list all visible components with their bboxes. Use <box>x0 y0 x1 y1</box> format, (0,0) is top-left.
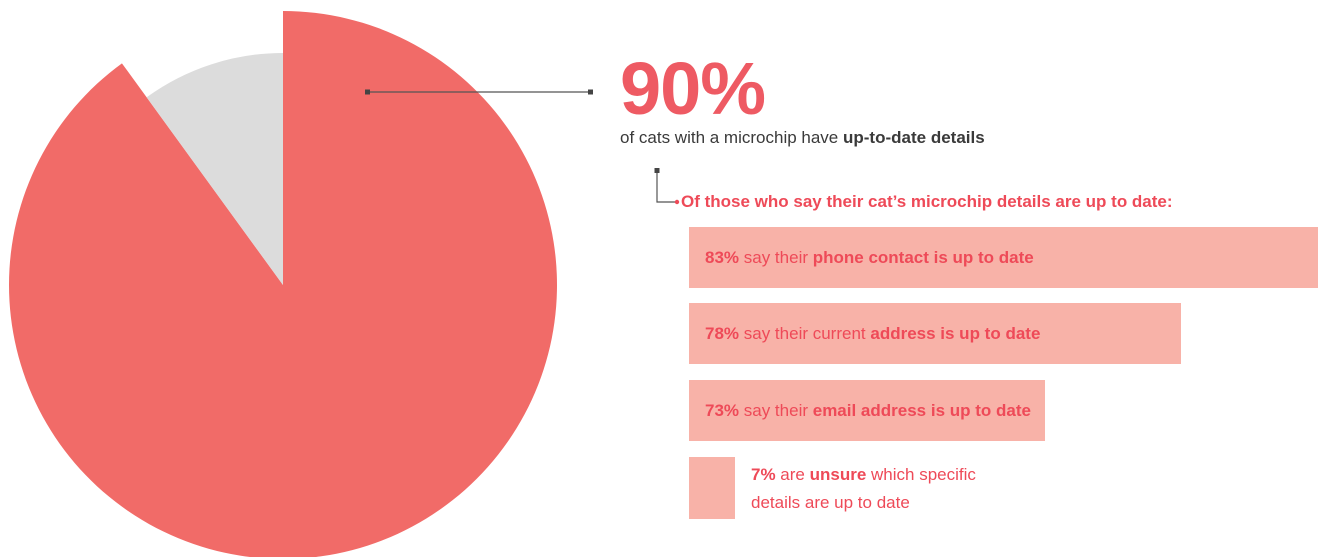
pie-chart <box>9 11 557 557</box>
bar-item-pct: 83% <box>705 247 740 267</box>
bar-item-bold: phone contact is up to date <box>812 247 1034 267</box>
headline-percentage: 90% <box>620 47 766 130</box>
bar-item: 78% say their current address is up to d… <box>689 303 1182 364</box>
unsure-pct: 7% <box>751 465 776 484</box>
bar-item-label: 83% say their phone contact is up to dat… <box>705 227 1034 288</box>
unsure-post: which specific <box>866 465 976 484</box>
unsure-label: 7% are unsure which specific details are… <box>751 461 1071 517</box>
bar-item-bold: email address is up to date <box>812 400 1031 420</box>
bar-section-heading: Of those who say their cat’s microchip d… <box>681 192 1173 211</box>
bar-item-label: 78% say their current address is up to d… <box>705 303 1040 364</box>
pie-slice-remainder <box>146 53 283 285</box>
bar-item-pre: say their current <box>739 323 871 343</box>
headline-description-prefix: of cats with a microchip have <box>620 128 839 147</box>
headline-description-bold: up-to-date details <box>843 128 985 147</box>
bar-item: 83% say their phone contact is up to dat… <box>689 227 1318 288</box>
bar-item: 73% say their email address is up to dat… <box>689 380 1045 441</box>
bar-item-pre: say their <box>739 247 813 267</box>
bar-item-bold: address is up to date <box>870 323 1041 343</box>
subheading-connector-line <box>656 170 676 203</box>
bar-item-pre: say their <box>739 400 813 420</box>
unsure-line2: details are up to date <box>751 493 910 512</box>
headline-description: of cats with a microchip have up-to-date… <box>620 128 985 148</box>
bar-item-pct: 73% <box>705 400 740 420</box>
unsure-pre: are <box>775 465 810 484</box>
subheading-connector-dot-end <box>674 199 680 205</box>
pie-slice-up-to-date <box>9 11 557 557</box>
bar-item-label: 73% say their email address is up to dat… <box>705 380 1031 441</box>
subheading-connector-dot-top <box>654 168 660 173</box>
unsure-bar <box>689 457 735 519</box>
unsure-bold: unsure <box>809 465 867 484</box>
bar-item-pct: 78% <box>705 323 740 343</box>
